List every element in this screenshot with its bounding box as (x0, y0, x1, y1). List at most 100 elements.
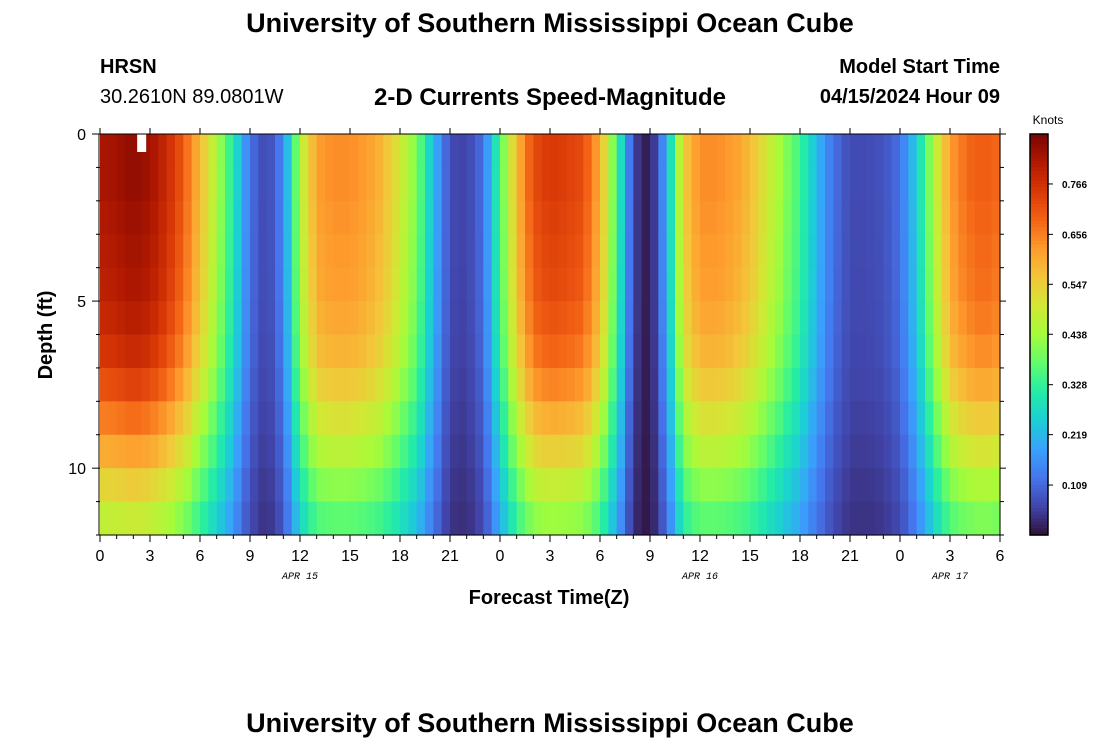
heatmap-cell (400, 468, 409, 503)
heatmap-cell (250, 501, 259, 536)
heatmap-cell (516, 468, 526, 503)
heatmap-cell (158, 301, 168, 336)
heatmap-cell (833, 434, 843, 469)
heatmap-cell (358, 401, 368, 436)
heatmap-cell (766, 334, 776, 369)
heatmap-cell (166, 501, 176, 536)
heatmap-cell (725, 401, 734, 436)
heatmap-cell (491, 200, 501, 235)
heatmap-cell (625, 167, 634, 202)
heatmap-cell (241, 401, 251, 436)
heatmap-cell (983, 200, 993, 235)
x-tick-label: 12 (291, 548, 309, 565)
heatmap-cell (975, 434, 984, 469)
heatmap-cell (258, 434, 268, 469)
heatmap-cell (566, 334, 576, 369)
heatmap-cell (366, 501, 376, 536)
heatmap-cell (700, 367, 709, 402)
heatmap-cell (941, 367, 951, 402)
heatmap-cell (458, 434, 468, 469)
heatmap-cell (200, 234, 209, 269)
heatmap-cell (216, 234, 226, 269)
colorbar-tick-label: 0.328 (1062, 381, 1087, 392)
heatmap-cell (825, 501, 834, 536)
colorbar-segment (1030, 394, 1048, 399)
heatmap-cell (475, 301, 484, 336)
heatmap-cell (358, 167, 368, 202)
heatmap-cell (416, 301, 426, 336)
heatmap-cell (433, 167, 443, 202)
heatmap-cell (491, 334, 501, 369)
heatmap-cell (883, 501, 893, 536)
heatmap-cell (941, 401, 951, 436)
heatmap-cell (533, 367, 543, 402)
heatmap-cell (716, 367, 726, 402)
heatmap-cell (491, 301, 501, 336)
heatmap-cell (891, 267, 901, 302)
heatmap-cell (166, 167, 176, 202)
heatmap-cell (650, 434, 659, 469)
heatmap-cell (883, 234, 893, 269)
heatmap-cell (491, 234, 501, 269)
heatmap-cell (800, 434, 809, 469)
heatmap-cell (741, 167, 751, 202)
heatmap-cell (133, 267, 143, 302)
heatmap-cell (383, 267, 393, 302)
heatmap-cell (750, 234, 759, 269)
heatmap-cell (641, 367, 651, 402)
heatmap-cell (700, 434, 709, 469)
heatmap-cell (891, 167, 901, 202)
heatmap-cell (425, 267, 434, 302)
heatmap-cell (541, 200, 551, 235)
x-tick-label: 6 (196, 548, 205, 565)
heatmap-cell (491, 434, 501, 469)
heatmap-cell (550, 200, 559, 235)
heatmap-cell (816, 501, 826, 536)
heatmap-cell (733, 134, 743, 169)
heatmap-cell (408, 468, 418, 503)
heatmap-cell (783, 334, 793, 369)
heatmap-cell (258, 200, 268, 235)
heatmap-cell (933, 334, 943, 369)
heatmap-cell (808, 134, 818, 169)
heatmap-cell (816, 401, 826, 436)
heatmap-cell (241, 167, 251, 202)
heatmap-cell (391, 468, 401, 503)
heatmap-cell (675, 267, 684, 302)
x-tick-label: 9 (246, 548, 255, 565)
heatmap-cell (441, 234, 451, 269)
heatmap-cell (866, 434, 876, 469)
heatmap-cell (516, 501, 526, 536)
heatmap-cell (691, 167, 701, 202)
heatmap-cell (850, 267, 859, 302)
heatmap-cell (308, 468, 318, 503)
heatmap-cell (216, 134, 226, 169)
heatmap-cell (391, 234, 401, 269)
heatmap-cell (141, 301, 151, 336)
heatmap-cell (250, 334, 259, 369)
heatmap-cell (591, 167, 601, 202)
heatmap-cell (866, 234, 876, 269)
heatmap-cell (541, 334, 551, 369)
heatmap-cell (841, 134, 851, 169)
heatmap-cell (841, 301, 851, 336)
heatmap-cell (958, 267, 968, 302)
heatmap-cell (641, 234, 651, 269)
colorbar-segment (1030, 531, 1048, 536)
heatmap-cell (283, 334, 293, 369)
heatmap-cell (225, 167, 234, 202)
heatmap-cell (383, 234, 393, 269)
heatmap-cell (125, 434, 134, 469)
heatmap-cell (508, 434, 518, 469)
heatmap-cell (450, 234, 459, 269)
heatmap-cell (783, 301, 793, 336)
heatmap-cell (933, 501, 943, 536)
heatmap-cell (633, 434, 643, 469)
heatmap-cell (658, 234, 668, 269)
heatmap-cell (116, 134, 126, 169)
heatmap-cell (716, 200, 726, 235)
heatmap-cell (650, 301, 659, 336)
heatmap-cell (833, 200, 843, 235)
heatmap-cell (158, 367, 168, 402)
heatmap-cell (100, 167, 109, 202)
